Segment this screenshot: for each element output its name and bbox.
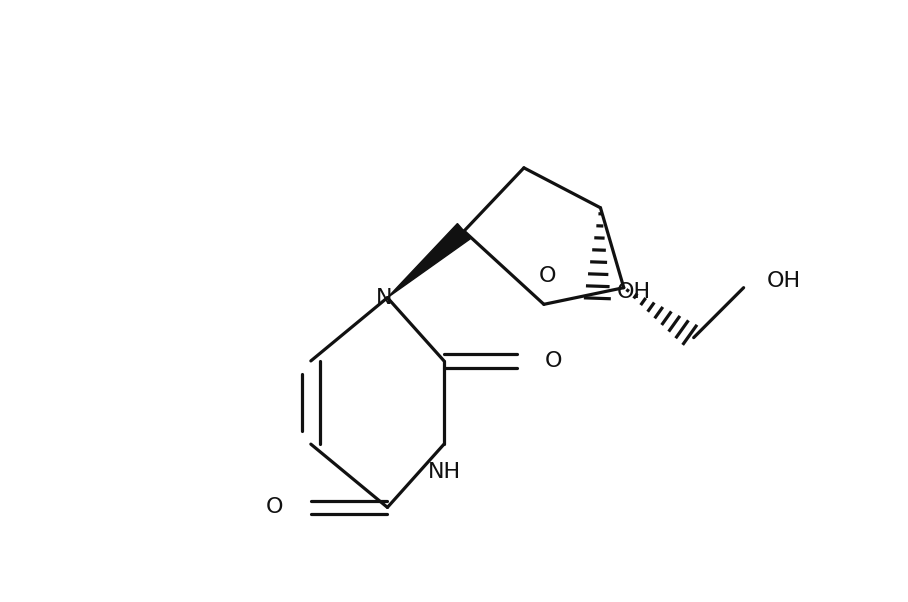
Text: NH: NH: [428, 462, 460, 482]
Text: O: O: [265, 497, 283, 517]
Text: O: O: [545, 351, 563, 371]
Text: OH: OH: [766, 271, 801, 291]
Text: OH: OH: [617, 282, 651, 302]
Text: N: N: [376, 288, 392, 308]
Text: O: O: [538, 266, 556, 287]
Polygon shape: [388, 223, 470, 297]
